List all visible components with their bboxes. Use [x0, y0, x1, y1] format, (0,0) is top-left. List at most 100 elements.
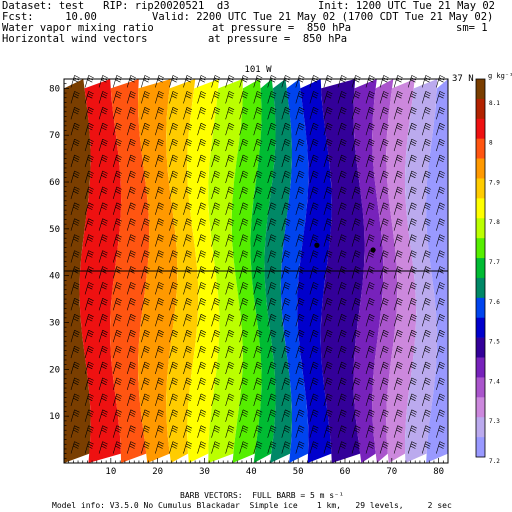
wind-barb — [126, 282, 136, 295]
wind-barb — [379, 186, 389, 199]
wind-barb — [281, 122, 291, 136]
wind-barb — [239, 377, 249, 390]
wind-barb — [337, 250, 347, 263]
wind-barb — [309, 154, 319, 168]
wind-barb — [112, 361, 122, 375]
wind-barb — [225, 266, 235, 279]
wind-barb — [309, 409, 319, 422]
wind-barb — [267, 425, 277, 438]
wind-barb — [309, 122, 319, 136]
wind-barb — [365, 377, 375, 390]
wind-barb — [98, 409, 108, 422]
field2-name: Horizontal wind vectors — [2, 33, 148, 45]
wind-barb — [281, 314, 291, 327]
field1-name: Water vapor mixing ratio — [2, 22, 154, 34]
wind-barb — [393, 75, 403, 88]
wind-barb — [84, 377, 94, 390]
wind-barb — [351, 361, 361, 375]
wind-barb — [112, 107, 122, 120]
wind-barb — [323, 298, 333, 311]
wind-barb — [393, 91, 403, 104]
y-tick-label: 50 — [49, 225, 60, 235]
y-tick-label: 60 — [49, 178, 60, 188]
wind-barb — [169, 186, 179, 199]
wind-barb — [225, 377, 235, 390]
wind-barb — [225, 314, 235, 327]
wind-barb — [225, 345, 235, 359]
wind-barb — [267, 75, 277, 88]
wind-barb — [155, 298, 164, 311]
wind-barb — [169, 154, 179, 168]
wind-barb — [337, 218, 347, 231]
wind-barb — [239, 393, 249, 406]
wind-barb — [211, 250, 221, 263]
wind-barb — [436, 91, 445, 104]
wind-barb — [183, 154, 193, 168]
wind-barb — [309, 345, 319, 359]
wind-barb — [169, 91, 179, 104]
wind-barb — [155, 75, 164, 88]
wind-barb — [337, 377, 347, 390]
wind-barb — [84, 202, 94, 215]
wind-barb — [436, 361, 445, 375]
wind-barb — [351, 122, 361, 136]
wind-barb — [84, 250, 94, 263]
wind-barb — [211, 122, 221, 136]
wind-barb — [393, 107, 403, 120]
wind-barb — [169, 250, 179, 263]
wind-barb — [351, 75, 361, 88]
wind-barb — [337, 314, 347, 327]
wind-barb — [169, 266, 179, 279]
wind-barb — [84, 409, 94, 422]
wind-barb — [281, 234, 291, 247]
wind-barb — [98, 425, 108, 438]
wind-barb — [155, 186, 164, 199]
wind-barb — [70, 409, 80, 422]
wind-barb — [155, 377, 164, 390]
wind-barb — [309, 202, 319, 215]
wind-barb — [351, 266, 361, 279]
wind-barb — [309, 393, 319, 406]
wind-barb — [421, 266, 431, 279]
wind-barb — [436, 250, 445, 263]
wind-barb — [351, 409, 361, 422]
wind-barb — [169, 234, 179, 247]
wind-barb — [211, 409, 221, 422]
wind-barb — [351, 234, 361, 247]
x-axis: 10 20 30 40 50 60 70 80 — [68, 458, 449, 477]
wind-barb — [421, 122, 431, 136]
wind-barb — [267, 122, 277, 136]
wind-barb — [393, 138, 403, 152]
wind-barb — [98, 329, 108, 343]
wind-barb — [197, 234, 207, 247]
wind-barb — [98, 138, 108, 152]
wind-barb — [295, 345, 305, 359]
y-tick-label: 20 — [49, 365, 60, 375]
wind-barb — [365, 122, 375, 136]
wind-barb — [239, 75, 249, 88]
y-tick-label: 80 — [49, 84, 60, 94]
wind-barb — [379, 425, 389, 438]
wind-barb — [239, 202, 249, 215]
wind-barb — [267, 409, 277, 422]
wind-barb — [197, 361, 207, 375]
wind-barb — [169, 282, 179, 295]
wind-barb — [309, 170, 319, 184]
wind-barb — [436, 186, 445, 199]
wind-barb — [225, 170, 235, 184]
wind-barb — [323, 377, 333, 390]
y-tick-label: 10 — [49, 412, 60, 422]
wind-barb — [309, 75, 319, 88]
wind-barb — [267, 218, 277, 231]
wind-barb — [225, 329, 235, 343]
wind-barb — [421, 186, 431, 199]
wind-barb — [211, 154, 221, 168]
wind-barb — [239, 186, 249, 199]
wind-barb — [112, 314, 122, 327]
wind-barb — [407, 361, 417, 375]
wind-barb — [98, 91, 108, 104]
wind-barb — [112, 170, 122, 184]
wind-barb — [70, 441, 80, 454]
wind-barb — [281, 138, 291, 152]
wind-barb — [436, 218, 445, 231]
